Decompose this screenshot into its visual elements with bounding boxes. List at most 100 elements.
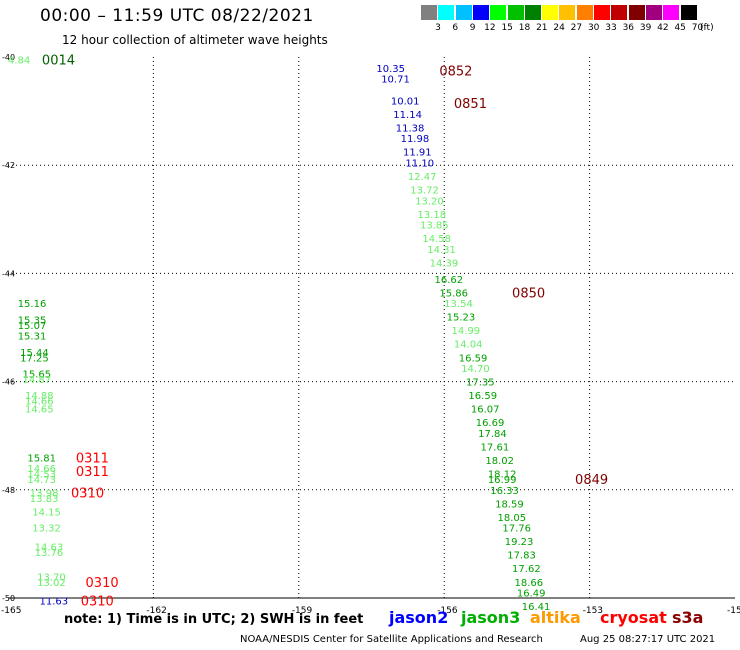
wave-height-point: 16.69: [476, 418, 505, 429]
wave-height-point: 10.35: [376, 64, 405, 75]
wave-height-point: 14.31: [427, 245, 456, 256]
x-tick-label: -153: [583, 606, 603, 616]
legend-label-30: 30: [587, 23, 600, 33]
pass-time-label: 0852: [439, 65, 472, 80]
wave-height-point: 13.83: [30, 494, 59, 505]
legend-label-42: 42: [657, 23, 669, 33]
wave-height-point: 13.72: [410, 186, 439, 197]
pass-time-label: 0310: [86, 576, 119, 591]
legend-label-9: 9: [469, 23, 476, 33]
wave-height-point: 14.66: [25, 397, 54, 408]
wave-height-point: 16.59: [459, 353, 488, 364]
pass-time-label: 0310: [81, 595, 114, 610]
legend-label-39: 39: [639, 23, 652, 33]
x-tick-label: -156: [437, 606, 458, 616]
wave-height-point: 15.07: [18, 321, 47, 332]
wave-height-point: 17.25: [20, 353, 49, 364]
wave-height-point: 16.99: [488, 475, 517, 486]
wave-height-point: 13.98: [30, 489, 59, 500]
pass-time-label: 0851: [454, 97, 487, 112]
footer-note: note: 1) Time is in UTC; 2) SWH is in fe…: [64, 612, 364, 627]
y-tick-label: -40: [2, 53, 15, 62]
legend-label-27: 27: [570, 23, 583, 33]
legend-label-12: 12: [484, 23, 496, 33]
wave-height-point: 15.44: [20, 348, 49, 359]
wave-height-point: 16.33: [490, 486, 519, 497]
legend-swatch-33: [594, 5, 610, 20]
y-tick-label: -46: [2, 378, 15, 387]
wave-height-point: 14.53: [27, 470, 56, 481]
legend-swatch-15: [490, 5, 507, 20]
credit-line: NOAA/NESDIS Center for Satellite Applica…: [240, 634, 543, 645]
wave-height-point: 18.02: [485, 456, 514, 467]
x-tick-label: -159: [292, 606, 313, 616]
legend-swatch-30: [576, 5, 593, 20]
wave-height-point: 17.35: [466, 378, 495, 389]
chart-title: 00:00 – 11:59 UTC 08/22/2021: [40, 6, 314, 26]
chart-subtitle: 12 hour collection of altimeter wave hei…: [62, 33, 328, 47]
generated-timestamp: Aug 25 08:27:17 UTC 2021: [580, 634, 716, 645]
wave-height-point: 15.35: [18, 315, 47, 326]
x-tick-label: -150: [727, 606, 740, 616]
wave-height-point: 15.86: [439, 288, 468, 299]
wave-height-point: 13.85: [420, 221, 449, 232]
wave-height-point: 14.65: [25, 405, 54, 416]
legend-label-70: 70: [691, 23, 704, 33]
legend-label-15: 15: [501, 23, 513, 33]
wave-height-point: 16.62: [435, 275, 464, 286]
wave-height-point: 15.81: [27, 453, 56, 464]
legend-label-24: 24: [553, 23, 565, 33]
legend-label-45: 45: [674, 23, 686, 33]
legend-swatch-12: [472, 5, 489, 20]
x-tick-label: -162: [146, 606, 166, 616]
pass-time-label: 0310: [71, 487, 104, 502]
y-tick-label: -48: [2, 486, 15, 495]
wave-height-point: 11.10: [405, 158, 434, 169]
satellite-label-altika: altika: [530, 608, 581, 627]
wave-height-point: 14.39: [430, 259, 459, 270]
wave-height-point: 10.71: [381, 75, 410, 86]
wave-height-point: 15.31: [18, 332, 47, 343]
pass-time-label: 0014: [42, 54, 75, 69]
wave-height-point: 17.83: [507, 551, 536, 562]
legend-swatch-24: [542, 5, 559, 20]
legend-label-36: 36: [622, 23, 635, 33]
wave-height-point: 13.54: [444, 299, 473, 310]
wave-height-point: 18.05: [498, 513, 527, 524]
legend-swatch-21: [524, 5, 541, 20]
wave-height-point: 13.32: [32, 524, 61, 535]
y-tick-label: -44: [2, 269, 15, 278]
legend-swatch-6: [438, 5, 455, 20]
legend-swatch-36: [611, 5, 628, 20]
wave-height-point: 15.65: [23, 369, 52, 380]
wave-height-point: 11.98: [401, 134, 430, 145]
satellite-label-cryosat: cryosat: [600, 608, 667, 627]
wave-height-point: 13.70: [37, 572, 66, 583]
wave-height-point: 18.59: [495, 499, 524, 510]
satellite-label-s3a: s3a: [672, 608, 704, 627]
wave-height-point: 13.02: [37, 578, 66, 589]
wave-height-point: 11.63: [40, 597, 69, 608]
wave-height-point: 4.84: [8, 56, 30, 67]
wave-height-point: 14.87: [23, 375, 52, 386]
x-tick-label: -165: [1, 606, 21, 616]
wave-height-point: 13.18: [418, 210, 447, 221]
legend-unit: (ft): [700, 23, 714, 33]
legend-label-3: 3: [435, 23, 441, 33]
wave-height-point: 14.99: [451, 326, 480, 337]
wave-height-point: 17.84: [478, 429, 507, 440]
legend-swatch-70: [680, 5, 697, 20]
wave-height-point: 14.15: [32, 507, 61, 518]
wave-height-point: 17.76: [502, 524, 531, 535]
wave-height-point: 14.70: [461, 364, 490, 375]
legend-swatch-3: [421, 5, 437, 20]
pass-time-label: 0849: [575, 473, 608, 488]
wave-height-point: 11.14: [393, 110, 422, 121]
wave-height-point: 19.23: [505, 537, 534, 548]
legend-label-18: 18: [518, 23, 531, 33]
wave-height-point: 17.61: [481, 443, 510, 454]
wave-height-point: 10.01: [391, 96, 420, 107]
legend-swatch-27: [559, 5, 576, 20]
wave-height-point: 12.47: [408, 172, 437, 183]
